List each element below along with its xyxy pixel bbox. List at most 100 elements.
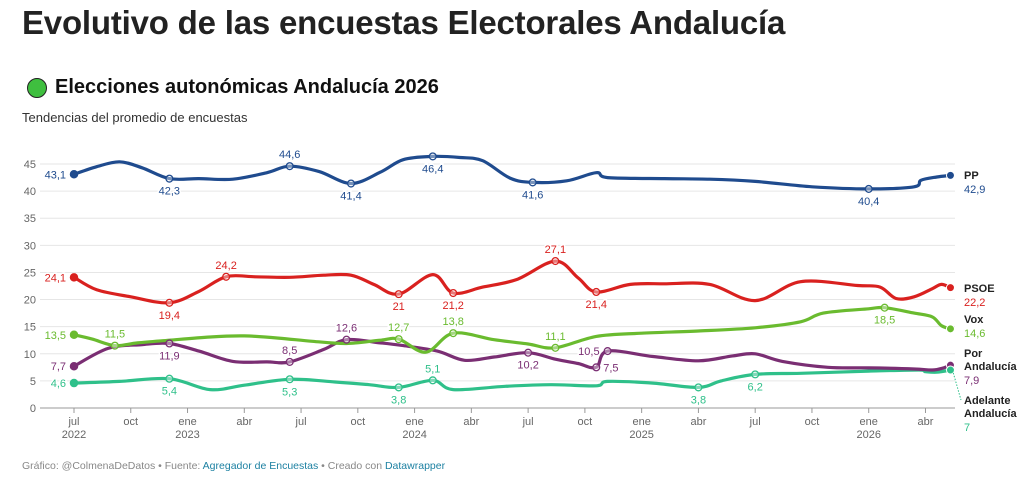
data-point-psoe <box>449 288 458 298</box>
data-label-psoe: 24,2 <box>215 260 236 272</box>
x-tick-label: jul <box>749 416 761 428</box>
footer-tool-link[interactable]: Datawrapper <box>384 460 446 472</box>
data-point-pp <box>428 152 437 161</box>
y-tick-label: 35 <box>24 213 36 225</box>
end-leader-adelante-andalucia <box>951 369 962 401</box>
data-label-pp: 41,4 <box>340 191 361 203</box>
y-tick-label: 30 <box>24 240 36 252</box>
x-tick-label: jul <box>67 416 79 428</box>
x-tick-year-label: 2023 <box>175 429 199 441</box>
x-tick-label: abr <box>463 416 479 428</box>
x-tick-year-label: 2022 <box>62 429 86 441</box>
data-point-psoe <box>592 287 601 297</box>
x-tick-label: ene <box>405 416 423 428</box>
footer-prefix: Gráfico: @ColmenaDeDatos • Fuente: <box>22 460 203 472</box>
x-tick-label: oct <box>123 416 138 428</box>
x-tick-label: jul <box>522 416 534 428</box>
data-point-por-andalucia <box>285 357 294 366</box>
x-tick-year-label: 2025 <box>629 429 653 441</box>
data-label-psoe: 19,4 <box>159 310 180 322</box>
data-label-por-andalucia: 7,7 <box>51 361 66 373</box>
data-label-psoe: 27,1 <box>545 244 566 256</box>
data-point-vox <box>880 303 889 312</box>
y-tick-label: 0 <box>30 403 36 415</box>
footer-source-link[interactable]: Agregador de Encuestas <box>202 460 319 472</box>
data-label-pp: 46,4 <box>422 163 443 175</box>
data-point-por-andalucia <box>592 363 601 372</box>
data-point-por-andalucia <box>69 361 79 371</box>
data-label-pp: 44,6 <box>279 149 300 161</box>
y-tick-label: 40 <box>24 186 36 198</box>
data-point-pp <box>864 184 873 193</box>
data-label-adelante-andalucia: 5,4 <box>162 386 177 398</box>
end-series-value-pp: 42,9 <box>964 184 985 196</box>
data-label-vox: 12,7 <box>388 322 409 334</box>
data-label-adelante-andalucia: 3,8 <box>691 394 706 406</box>
data-label-vox: 13,5 <box>45 330 66 342</box>
data-label-pp: 41,6 <box>522 189 543 201</box>
data-point-por-andalucia <box>165 339 174 348</box>
data-label-adelante-andalucia: 6,2 <box>748 381 763 393</box>
x-tick-label: oct <box>805 416 820 428</box>
data-label-vox: 13,8 <box>442 316 463 328</box>
data-label-psoe: 21,2 <box>442 300 463 312</box>
end-series-value-por-andalucia: 7,9 <box>964 375 979 387</box>
data-label-vox: 11,5 <box>105 329 126 341</box>
data-label-vox: 11,1 <box>545 331 566 343</box>
x-tick-year-label: 2024 <box>402 429 426 441</box>
footer-middle: • Creado con <box>318 460 385 472</box>
series-line-adelante-andalucia <box>72 368 953 392</box>
end-point-vox <box>945 324 955 334</box>
data-label-por-andalucia: 10,2 <box>517 360 538 372</box>
chart-footer: Gráfico: @ColmenaDeDatos • Fuente: Agreg… <box>22 460 445 472</box>
x-tick-label: oct <box>578 416 593 428</box>
data-label-adelante-andalucia: 5,1 <box>425 363 440 375</box>
y-tick-label: 20 <box>24 295 36 307</box>
data-point-vox <box>394 335 403 344</box>
series-line-psoe <box>72 259 953 305</box>
end-series-name-psoe: PSOE <box>964 283 995 295</box>
data-point-adelante-andalucia <box>694 383 703 392</box>
data-point-psoe <box>551 257 560 266</box>
data-point-psoe <box>394 290 403 299</box>
data-label-adelante-andalucia: 4,6 <box>51 378 66 390</box>
x-tick-label: ene <box>632 416 650 428</box>
series-line-pp <box>72 154 953 191</box>
y-tick-label: 10 <box>24 349 36 361</box>
x-tick-label: oct <box>350 416 365 428</box>
data-point-psoe <box>165 298 174 307</box>
data-label-por-andalucia: 7,5 <box>603 362 618 374</box>
end-series-value-psoe: 22,2 <box>964 297 985 309</box>
data-point-adelante-andalucia <box>165 374 174 383</box>
data-point-adelante-andalucia <box>69 378 79 388</box>
data-point-pp <box>285 162 294 171</box>
data-label-pp: 43,1 <box>45 169 66 181</box>
end-series-value-adelante-andalucia: 7 <box>964 422 970 434</box>
chart-description: Tendencias del promedio de encuestas <box>22 110 248 125</box>
data-label-vox: 18,5 <box>874 315 895 327</box>
end-series-name-adelante-andalucia: Adelante <box>964 395 1010 407</box>
data-point-por-andalucia <box>603 347 612 356</box>
data-label-por-andalucia: 12,6 <box>336 323 357 335</box>
data-point-adelante-andalucia <box>428 376 437 385</box>
x-tick-year-label: 2026 <box>856 429 880 441</box>
data-label-adelante-andalucia: 5,3 <box>282 386 297 398</box>
end-series-name-adelante-andalucia: Andalucía <box>964 408 1017 420</box>
x-tick-label: abr <box>690 416 706 428</box>
y-tick-label: 5 <box>30 376 36 388</box>
data-label-psoe: 21,4 <box>586 299 607 311</box>
data-point-psoe <box>69 273 79 282</box>
data-point-pp <box>69 170 79 179</box>
data-label-pp: 42,3 <box>159 186 180 198</box>
data-point-adelante-andalucia <box>394 383 403 392</box>
data-point-psoe <box>222 272 231 281</box>
data-point-por-andalucia <box>524 348 533 357</box>
data-point-adelante-andalucia <box>751 370 760 379</box>
y-tick-label: 45 <box>24 159 36 171</box>
data-label-adelante-andalucia: 3,8 <box>391 394 406 406</box>
y-tick-label: 25 <box>24 267 36 279</box>
data-point-vox <box>69 330 79 340</box>
data-point-vox <box>449 329 458 338</box>
x-tick-label: jul <box>295 416 307 428</box>
